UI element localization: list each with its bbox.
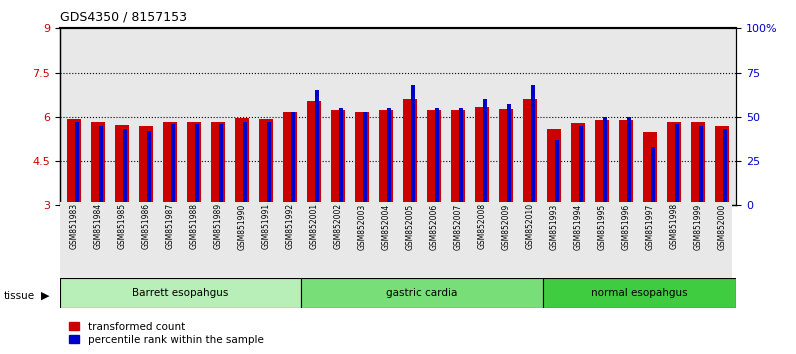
Bar — [60, 278, 302, 308]
Text: GSM852002: GSM852002 — [334, 203, 342, 250]
Bar — [699, 126, 703, 205]
Bar — [555, 140, 559, 205]
Text: ▶: ▶ — [41, 291, 50, 301]
Bar — [451, 110, 465, 205]
Text: Barrett esopahgus: Barrett esopahgus — [132, 288, 228, 298]
Text: GSM852009: GSM852009 — [501, 203, 510, 250]
Bar — [531, 85, 535, 205]
Text: GSM852004: GSM852004 — [381, 203, 391, 250]
Text: GSM852010: GSM852010 — [525, 203, 534, 250]
Bar — [691, 122, 704, 205]
Text: GSM851992: GSM851992 — [286, 203, 295, 250]
Text: GSM851998: GSM851998 — [669, 203, 678, 250]
Text: GSM851993: GSM851993 — [549, 203, 559, 250]
Text: GSM852005: GSM852005 — [405, 203, 415, 250]
Text: GSM851987: GSM851987 — [166, 203, 174, 250]
Bar — [75, 122, 79, 205]
Bar — [92, 122, 105, 205]
Bar — [572, 123, 584, 205]
Text: GSM851985: GSM851985 — [118, 203, 127, 250]
Bar — [507, 104, 511, 205]
Text: GSM851999: GSM851999 — [693, 203, 702, 250]
Bar — [283, 113, 297, 205]
Text: tissue: tissue — [4, 291, 35, 301]
Bar — [404, 99, 416, 205]
Bar — [667, 122, 681, 205]
Bar — [219, 124, 223, 205]
Bar — [475, 107, 489, 205]
Bar — [411, 85, 415, 205]
Text: GSM851989: GSM851989 — [213, 203, 223, 250]
Legend: transformed count, percentile rank within the sample: transformed count, percentile rank withi… — [65, 317, 268, 349]
Bar — [339, 108, 343, 205]
Bar — [188, 122, 201, 205]
Bar — [650, 147, 655, 205]
Bar — [626, 117, 631, 205]
Bar — [482, 99, 487, 205]
Bar — [675, 124, 679, 205]
Text: GSM852006: GSM852006 — [430, 203, 439, 250]
Text: GDS4350 / 8157153: GDS4350 / 8157153 — [60, 11, 187, 24]
Text: GSM851995: GSM851995 — [598, 203, 607, 250]
Bar — [291, 112, 295, 205]
Bar — [68, 119, 80, 205]
Text: normal esopahgus: normal esopahgus — [591, 288, 688, 298]
Text: GSM852000: GSM852000 — [717, 203, 727, 250]
Bar — [195, 124, 199, 205]
Bar — [458, 108, 463, 205]
Bar — [331, 110, 345, 205]
Bar — [267, 122, 271, 205]
Bar — [171, 124, 175, 205]
Bar — [643, 132, 657, 205]
Bar — [302, 278, 543, 308]
Bar — [212, 122, 224, 205]
Text: gastric cardia: gastric cardia — [387, 288, 458, 298]
Bar — [543, 278, 736, 308]
Text: GSM852007: GSM852007 — [454, 203, 462, 250]
Text: GSM852001: GSM852001 — [310, 203, 318, 250]
Bar — [307, 101, 321, 205]
Bar — [435, 108, 439, 205]
Text: GSM852003: GSM852003 — [357, 203, 366, 250]
Text: GSM851988: GSM851988 — [189, 203, 198, 249]
Bar — [579, 126, 583, 205]
Bar — [363, 112, 367, 205]
Bar — [99, 126, 103, 205]
Bar — [146, 131, 151, 205]
Bar — [716, 126, 728, 205]
Bar — [595, 120, 608, 205]
Bar — [499, 109, 513, 205]
Bar — [523, 99, 537, 205]
Text: GSM852008: GSM852008 — [478, 203, 486, 250]
Text: GSM851991: GSM851991 — [262, 203, 271, 250]
Bar — [314, 90, 319, 205]
Bar — [603, 117, 607, 205]
Text: GSM851990: GSM851990 — [237, 203, 247, 250]
Text: GSM851983: GSM851983 — [69, 203, 79, 250]
Bar — [355, 112, 369, 205]
Bar — [163, 122, 177, 205]
Bar — [548, 129, 560, 205]
Text: GSM851997: GSM851997 — [646, 203, 654, 250]
Bar — [619, 120, 633, 205]
Bar — [139, 126, 153, 205]
Bar — [259, 119, 273, 205]
Bar — [380, 110, 392, 205]
Bar — [387, 108, 391, 205]
Text: GSM851986: GSM851986 — [142, 203, 150, 250]
Text: GSM851996: GSM851996 — [622, 203, 630, 250]
Text: GSM851984: GSM851984 — [94, 203, 103, 250]
Bar — [236, 118, 248, 205]
Bar — [723, 129, 727, 205]
Bar — [123, 129, 127, 205]
Text: GSM851994: GSM851994 — [573, 203, 583, 250]
Bar — [115, 125, 129, 205]
Bar — [243, 122, 247, 205]
Bar — [427, 110, 441, 205]
